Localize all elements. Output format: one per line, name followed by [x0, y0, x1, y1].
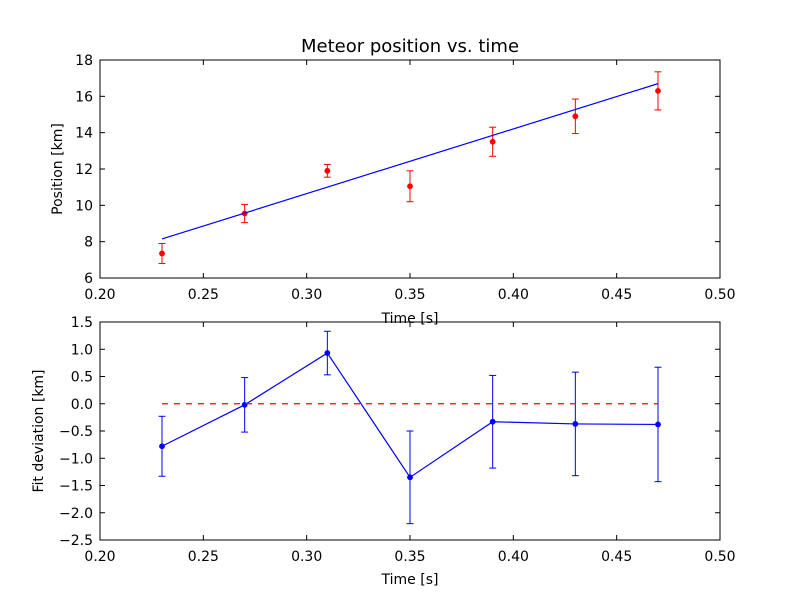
y-tick-label: 12 [75, 162, 93, 178]
y-tick-label: 1.0 [71, 342, 93, 358]
position-plot: 0.20 0.25 0.30 0.35 0.40 0.45 0.50 6 8 10 12 14 16 18… [50, 36, 736, 327]
x-tick-label: 0.50 [704, 549, 735, 565]
deviation-plot: 0.20 0.25 0.30 0.35 0.40 0.45 0.50 −2.5 −2.0 −1.5… [31, 315, 736, 588]
plot-frame [99, 321, 721, 541]
data-point [241, 401, 248, 408]
y-tick-label: 1.5 [71, 315, 93, 331]
x-tick-label: 0.25 [188, 287, 219, 303]
x-tick-label: 0.40 [498, 287, 529, 303]
data-point [489, 138, 496, 145]
y-tick-label: 0.5 [71, 370, 93, 386]
chart-title: Meteor position vs. time [301, 36, 519, 57]
x-axis-label: Time [s] [381, 311, 439, 327]
data-point [572, 113, 579, 120]
y-axis-label: Position [km] [50, 123, 66, 215]
data-point [324, 350, 331, 356]
y-tick-label: 18 [75, 53, 93, 69]
x-tick-label: 0.25 [188, 549, 219, 565]
x-tick-label: 0.30 [291, 549, 322, 565]
y-axis-label: Fit deviation [km] [31, 369, 47, 492]
x-tick-label: 0.35 [394, 287, 425, 303]
y-tick-label: 8 [84, 235, 93, 251]
plot-frame [99, 59, 721, 279]
y-tick-label: 16 [75, 89, 93, 105]
data-point [655, 87, 661, 94]
linear-fit-line [161, 83, 659, 240]
y-tick-label: 6 [84, 271, 93, 287]
x-tick-label: 0.35 [394, 549, 425, 565]
data-point [407, 474, 413, 481]
x-tick-label: 0.45 [601, 549, 632, 565]
data-point [159, 250, 165, 257]
y-tick-label: 10 [75, 198, 93, 214]
x-tick-label: 0.45 [601, 287, 632, 303]
data-point [489, 418, 496, 425]
data-point [159, 443, 165, 450]
x-axis-label: Time [s] [381, 572, 439, 588]
x-tick-label: 0.20 [84, 549, 115, 565]
data-point [324, 167, 331, 174]
y-tick-label: 0.0 [71, 397, 93, 413]
y-tick-label: −0.5 [59, 424, 93, 440]
y-tick-label: −1.0 [59, 451, 93, 467]
data-point [655, 421, 661, 428]
y-tick-label: 14 [75, 126, 93, 142]
x-tick-label: 0.50 [704, 287, 735, 303]
y-tick-label: −1.5 [59, 479, 93, 495]
x-tick-label: 0.40 [498, 549, 529, 565]
data-point [407, 183, 413, 190]
y-tick-label: −2.5 [59, 533, 93, 549]
data-point [572, 421, 579, 427]
y-tick-label: −2.0 [59, 506, 93, 522]
x-tick-label: 0.30 [291, 287, 322, 303]
x-tick-label: 0.20 [84, 287, 115, 303]
